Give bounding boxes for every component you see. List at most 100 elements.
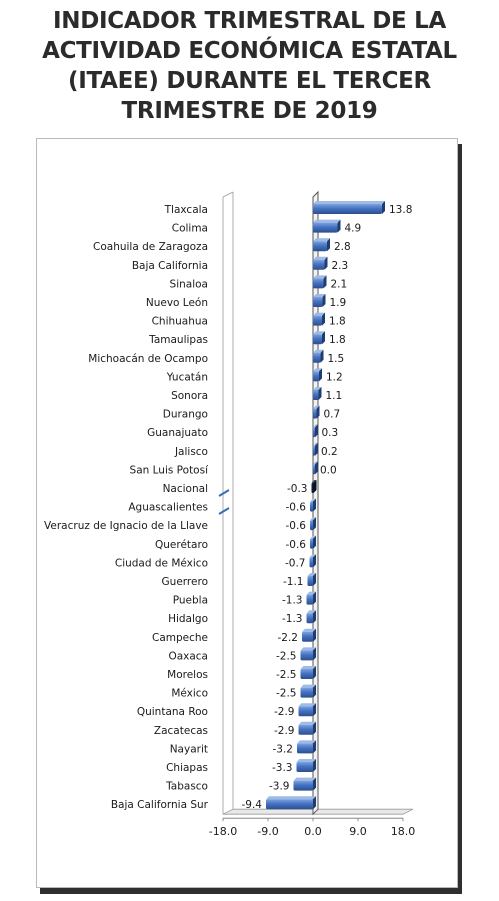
bar-top-5 — [313, 294, 326, 297]
bar-top-27 — [298, 703, 316, 707]
value-label-17: -0.6 — [286, 520, 307, 532]
bar-32 — [266, 799, 313, 810]
category-label-22: Hidalgo — [168, 613, 208, 625]
category-label-7: Tamaulipas — [148, 334, 208, 346]
value-label-21: -1.3 — [282, 595, 303, 607]
category-label-23: Campeche — [152, 632, 208, 644]
x-tick-label-3: 9.0 — [349, 825, 367, 838]
chart-title: INDICADOR TRIMESTRAL DE LA ACTIVIDAD ECO… — [0, 6, 499, 126]
category-label-16: Aguascalientes — [128, 502, 208, 514]
category-label-14: San Luis Potosí — [130, 464, 210, 476]
bar-0 — [313, 204, 382, 214]
bar-top-28 — [298, 721, 316, 725]
bar-top-4 — [313, 275, 327, 279]
x-tick-label-1: -9.0 — [257, 825, 278, 838]
category-label-27: Quintana Roo — [137, 706, 208, 718]
left-wall-top — [222, 191, 234, 198]
value-label-1: 4.9 — [345, 223, 362, 235]
category-label-2: Coahuila de Zaragoza — [93, 241, 208, 253]
bar-3 — [313, 259, 325, 270]
category-label-11: Durango — [163, 409, 208, 421]
category-label-25: Morelos — [167, 669, 208, 681]
bar-top-18 — [310, 535, 316, 539]
bar-21 — [306, 594, 313, 605]
value-label-14: 0.0 — [320, 464, 337, 476]
category-label-15: Nacional — [163, 483, 208, 495]
bar-side-14 — [315, 461, 318, 475]
bar-7 — [313, 334, 322, 345]
chart-panel — [36, 138, 458, 888]
bar-top-15 — [311, 480, 317, 483]
bar-top-32 — [266, 796, 316, 800]
bar-13 — [313, 445, 315, 456]
bar-27 — [298, 706, 313, 717]
bar-top-23 — [302, 628, 316, 632]
category-label-17: Veracruz de Ignacio de la Llave — [44, 520, 208, 532]
category-label-5: Nuevo León — [146, 297, 208, 309]
bar-29 — [297, 743, 313, 754]
value-label-22: -1.3 — [282, 613, 303, 625]
bar-23 — [302, 631, 313, 642]
value-label-25: -2.5 — [276, 669, 297, 681]
bar-top-20 — [307, 573, 316, 576]
bar-side-25 — [313, 666, 316, 679]
bar-19 — [309, 557, 313, 568]
category-label-20: Guerrero — [162, 576, 208, 588]
bar-side-1 — [337, 219, 341, 233]
bar-6 — [313, 315, 322, 326]
category-label-8: Michoacán de Ocampo — [88, 353, 208, 365]
category-label-26: México — [171, 688, 208, 700]
category-label-6: Chihuahua — [152, 316, 208, 328]
value-label-18: -0.6 — [286, 539, 307, 551]
value-label-19: -0.7 — [285, 557, 306, 569]
value-label-20: -1.1 — [283, 576, 304, 588]
bar-side-28 — [313, 721, 316, 735]
bar-20 — [307, 576, 313, 586]
value-label-9: 1.2 — [326, 371, 343, 383]
value-label-7: 1.8 — [329, 334, 346, 346]
bar-side-12 — [315, 424, 318, 438]
bar-top-12 — [313, 424, 318, 428]
bar-side-4 — [323, 275, 327, 289]
bar-9 — [313, 371, 319, 382]
bar-1 — [313, 222, 338, 233]
bar-side-23 — [313, 628, 316, 642]
bar-side-17 — [313, 517, 316, 531]
value-label-29: -3.2 — [273, 743, 294, 755]
bar-top-22 — [306, 610, 316, 614]
bar-top-8 — [313, 349, 324, 353]
bar-top-7 — [313, 331, 325, 335]
category-label-29: Nayarit — [170, 743, 208, 755]
bar-17 — [310, 520, 313, 531]
category-label-4: Sinaloa — [170, 278, 208, 290]
bar-top-3 — [313, 256, 328, 260]
title-line-3: (ITAEE) DURANTE EL TERCER — [68, 68, 431, 94]
value-label-15: -0.3 — [287, 483, 308, 495]
bar-top-17 — [310, 517, 316, 521]
bar-26 — [300, 687, 313, 698]
category-label-30: Chiapas — [166, 762, 208, 774]
category-label-0: Tlaxcala — [164, 204, 208, 216]
bar-top-29 — [297, 740, 316, 744]
bar-31 — [293, 780, 313, 791]
bar-top-11 — [313, 405, 320, 409]
value-label-13: 0.2 — [321, 446, 338, 458]
bar-16 — [310, 501, 313, 512]
value-label-24: -2.5 — [276, 650, 297, 662]
category-label-28: Zacatecas — [154, 725, 208, 737]
bar-side-19 — [313, 554, 316, 568]
bar-top-10 — [313, 387, 322, 390]
bar-side-2 — [327, 238, 330, 252]
category-label-24: Oaxaca — [168, 650, 208, 662]
value-label-16: -0.6 — [286, 502, 307, 514]
bar-side-3 — [324, 256, 328, 270]
bar-side-8 — [320, 349, 324, 363]
bar-14 — [313, 464, 315, 475]
bar-side-30 — [313, 759, 316, 772]
bar-10 — [313, 390, 319, 400]
bar-side-7 — [322, 331, 325, 345]
bar-side-18 — [313, 535, 316, 549]
category-label-19: Ciudad de México — [115, 557, 208, 569]
bar-2 — [313, 241, 327, 252]
